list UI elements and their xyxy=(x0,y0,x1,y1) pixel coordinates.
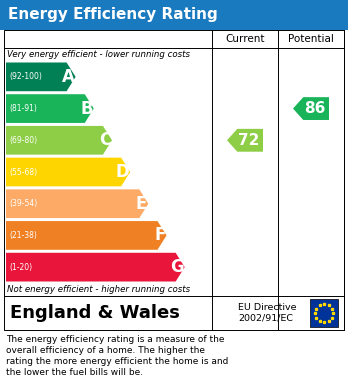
Text: B: B xyxy=(80,100,93,118)
Polygon shape xyxy=(6,158,130,187)
Polygon shape xyxy=(6,221,166,250)
Text: (1-20): (1-20) xyxy=(9,263,32,272)
Text: (81-91): (81-91) xyxy=(9,104,37,113)
Text: 72: 72 xyxy=(238,133,260,148)
Text: (69-80): (69-80) xyxy=(9,136,37,145)
Polygon shape xyxy=(6,189,148,218)
Text: 86: 86 xyxy=(304,101,326,116)
Text: the lower the fuel bills will be.: the lower the fuel bills will be. xyxy=(6,368,143,377)
Text: (21-38): (21-38) xyxy=(9,231,37,240)
Text: D: D xyxy=(116,163,129,181)
Text: (92-100): (92-100) xyxy=(9,72,42,81)
Text: 2002/91/EC: 2002/91/EC xyxy=(238,314,293,323)
Text: C: C xyxy=(99,131,111,149)
Text: Energy Efficiency Rating: Energy Efficiency Rating xyxy=(8,7,218,23)
Bar xyxy=(4,30,344,330)
Polygon shape xyxy=(293,97,329,120)
Text: overall efficiency of a home. The higher the: overall efficiency of a home. The higher… xyxy=(6,346,205,355)
Text: England & Wales: England & Wales xyxy=(10,304,180,322)
Text: Potential: Potential xyxy=(288,34,334,44)
Polygon shape xyxy=(6,126,112,155)
Polygon shape xyxy=(6,63,76,91)
Text: G: G xyxy=(170,258,184,276)
Text: rating the more energy efficient the home is and: rating the more energy efficient the hom… xyxy=(6,357,228,366)
Text: A: A xyxy=(62,68,74,86)
Text: EU Directive: EU Directive xyxy=(238,303,296,312)
Text: The energy efficiency rating is a measure of the: The energy efficiency rating is a measur… xyxy=(6,335,224,344)
Polygon shape xyxy=(227,129,263,152)
Text: Current: Current xyxy=(225,34,265,44)
Text: (39-54): (39-54) xyxy=(9,199,37,208)
Bar xyxy=(310,299,338,327)
Text: Not energy efficient - higher running costs: Not energy efficient - higher running co… xyxy=(7,285,190,294)
Polygon shape xyxy=(6,94,94,123)
Text: (55-68): (55-68) xyxy=(9,167,37,176)
Bar xyxy=(0,0,348,30)
Text: E: E xyxy=(136,195,147,213)
Polygon shape xyxy=(6,253,185,282)
Text: Very energy efficient - lower running costs: Very energy efficient - lower running co… xyxy=(7,50,190,59)
Text: F: F xyxy=(154,226,166,244)
